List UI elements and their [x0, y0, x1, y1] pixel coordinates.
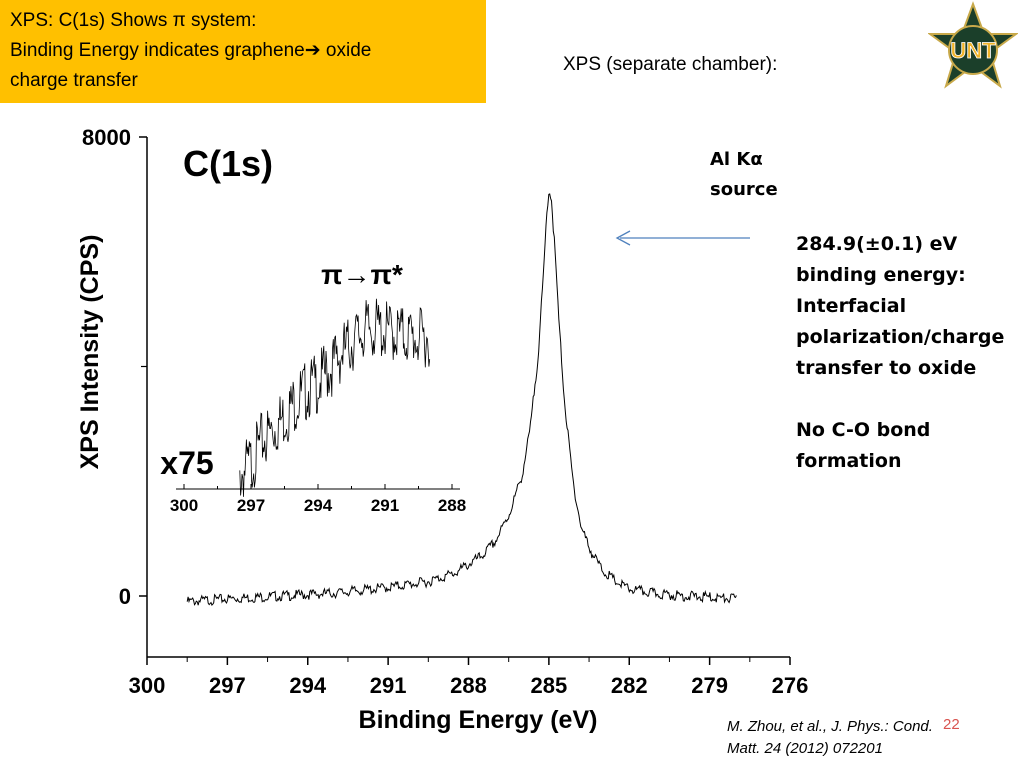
- citation-line-2: Matt. 24 (2012) 072201: [727, 740, 883, 757]
- title-line-1: XPS: C(1s) Shows π system:: [10, 10, 257, 31]
- annotation-line-7: No C-O bond: [796, 419, 931, 441]
- chart-title: C(1s): [183, 143, 273, 184]
- x-tick-label: 276: [772, 673, 809, 698]
- pi-pi-star-line: [239, 298, 431, 497]
- source-line-2: source: [710, 179, 778, 200]
- inset-x-tick-label: 288: [438, 496, 466, 515]
- logo-text: UNT: [950, 38, 996, 63]
- y-tick-label: 8000: [82, 125, 131, 150]
- main-series: [186, 193, 737, 607]
- x-tick-label: 297: [209, 673, 246, 698]
- annotation-line-5: transfer to oxide: [796, 357, 977, 379]
- source-label: Al Kα source: [710, 145, 778, 205]
- inset-x-tick-label: 294: [304, 496, 333, 515]
- x-tick-label: 279: [691, 673, 728, 698]
- x-tick-label: 294: [289, 673, 326, 698]
- inset-title: π→π*: [321, 259, 403, 290]
- annotation-line-1: 284.9(±0.1) eV: [796, 233, 958, 255]
- subtitle: XPS (separate chamber):: [563, 54, 778, 75]
- y-axis-label: XPS Intensity (CPS): [76, 235, 104, 470]
- title-line-2: Binding Energy indicates graphene➔ oxide: [10, 40, 372, 61]
- unt-logo: UNT: [928, 1, 1018, 89]
- x-axis-label: Binding Energy (eV): [359, 706, 598, 734]
- citation: M. Zhou, et al., J. Phys.: Cond. Matt. 2…: [727, 716, 933, 760]
- c1s-spectrum-line: [186, 193, 737, 607]
- annotation-line-4: polarization/charge: [796, 326, 1005, 348]
- annotation-line-3: Interfacial: [796, 295, 907, 317]
- y-tick-label: 0: [119, 584, 131, 609]
- annotation-line-2: binding energy:: [796, 264, 966, 286]
- x-tick-label: 285: [531, 673, 568, 698]
- inset-chart: 300 297 294 291 288: [170, 298, 466, 515]
- citation-line-1: M. Zhou, et al., J. Phys.: Cond.: [727, 718, 933, 735]
- source-line-1: Al Kα: [710, 149, 763, 170]
- slide-number: 22: [943, 716, 960, 733]
- inset-x-tick-label: 291: [371, 496, 399, 515]
- chart-axes: 8000 0 300 297 294 291 288 285 282 279 276: [82, 125, 808, 698]
- inset-x-tick-label: 297: [237, 496, 265, 515]
- inset-scale-label: x75: [160, 445, 213, 481]
- x-tick-label: 291: [370, 673, 407, 698]
- x-tick-label: 282: [611, 673, 648, 698]
- title-box: XPS: C(1s) Shows π system: Binding Energ…: [0, 0, 486, 103]
- peak-arrow-head: [615, 230, 631, 246]
- binding-energy-annotation: 284.9(±0.1) eV binding energy: Interfaci…: [796, 229, 1004, 477]
- inset-x-tick-label: 300: [170, 496, 198, 515]
- x-tick-label: 300: [129, 673, 166, 698]
- annotation-spacer: [796, 384, 1004, 415]
- x-tick-label: 288: [450, 673, 487, 698]
- annotation-line-8: formation: [796, 450, 902, 472]
- title-line-3: charge transfer: [10, 70, 138, 91]
